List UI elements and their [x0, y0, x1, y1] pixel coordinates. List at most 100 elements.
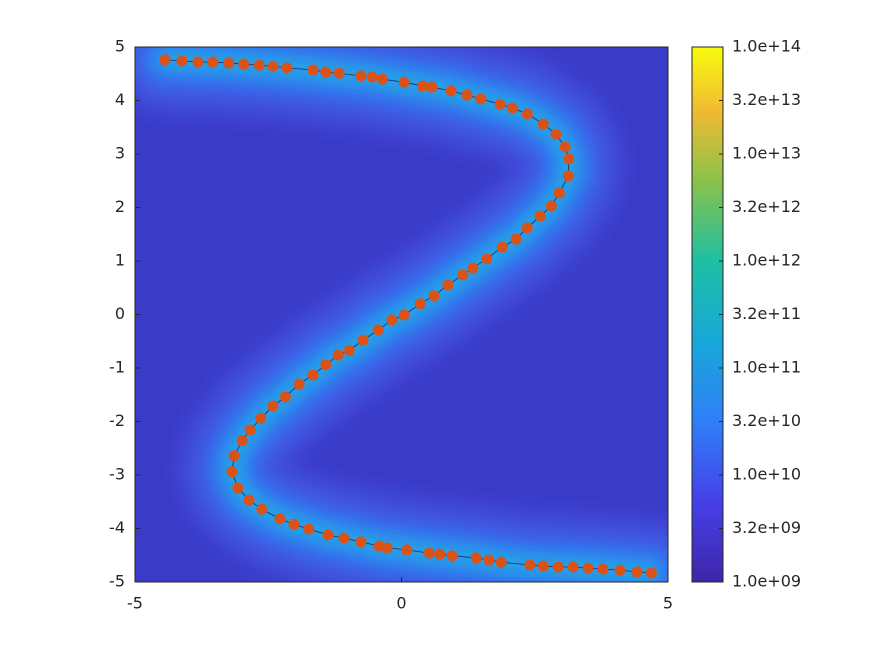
point: [332, 349, 344, 361]
point: [288, 518, 300, 530]
point: [631, 566, 643, 578]
point: [274, 513, 286, 525]
point: [176, 55, 188, 67]
point: [267, 400, 279, 412]
point: [256, 503, 268, 515]
point: [521, 108, 533, 120]
colorbar-tick-label: 3.2e+09: [732, 518, 801, 537]
point: [457, 269, 469, 281]
colorbar-tick-label: 3.2e+11: [732, 304, 801, 323]
point: [386, 314, 398, 326]
point: [338, 532, 350, 544]
x-tick-label: 5: [663, 594, 673, 613]
point: [550, 128, 562, 140]
point: [159, 54, 171, 66]
point: [232, 482, 244, 494]
point: [243, 494, 255, 506]
point: [545, 200, 557, 212]
point: [428, 290, 440, 302]
point: [645, 567, 657, 579]
point: [255, 412, 267, 424]
y-tick-label: 2: [115, 197, 125, 216]
point: [398, 76, 410, 88]
y-tick-label: -5: [109, 572, 125, 591]
point: [475, 93, 487, 105]
point: [423, 547, 435, 559]
point: [537, 118, 549, 130]
point: [483, 554, 495, 566]
point: [552, 561, 564, 573]
point: [534, 210, 546, 222]
point: [510, 233, 522, 245]
point: [226, 466, 238, 478]
point: [417, 80, 429, 92]
point: [366, 71, 378, 83]
point: [521, 222, 533, 234]
point: [442, 279, 454, 291]
point: [320, 66, 332, 78]
point: [238, 58, 250, 70]
point: [481, 253, 493, 265]
point: [495, 556, 507, 568]
point: [236, 435, 248, 447]
y-tick-label: 4: [115, 90, 125, 109]
point: [401, 544, 413, 556]
point: [207, 56, 219, 68]
colorbar-tick-label: 1.0e+14: [732, 37, 801, 56]
point: [192, 56, 204, 68]
point: [597, 563, 609, 575]
colorbar-tick-label: 1.0e+10: [732, 465, 801, 484]
colorbar: [691, 46, 724, 583]
point: [303, 523, 315, 535]
point: [434, 548, 446, 560]
y-tick-label: -1: [109, 358, 125, 377]
colorbar-tick-label: 1.0e+09: [732, 572, 801, 591]
point: [398, 309, 410, 321]
point: [467, 262, 479, 274]
y-tick-label: 1: [115, 251, 125, 270]
point: [614, 564, 626, 576]
x-tick-label: -5: [127, 594, 143, 613]
point: [355, 536, 367, 548]
y-tick-label: 0: [115, 304, 125, 323]
point: [253, 59, 265, 71]
point: [281, 62, 293, 74]
point: [320, 359, 332, 371]
colorbar-tick-label: 1.0e+13: [732, 144, 801, 163]
point: [376, 73, 388, 85]
point: [244, 424, 256, 436]
point: [563, 153, 575, 165]
point: [537, 560, 549, 572]
point: [355, 70, 367, 82]
point: [372, 324, 384, 336]
point: [582, 562, 594, 574]
point: [567, 561, 579, 573]
point: [506, 102, 518, 114]
colorbar-tick-label: 3.2e+12: [732, 197, 801, 216]
point: [381, 542, 393, 554]
colorbar-tick-label: 1.0e+12: [732, 251, 801, 270]
point: [307, 64, 319, 76]
point: [414, 298, 426, 310]
point: [559, 141, 571, 153]
point: [228, 450, 240, 462]
point: [322, 529, 334, 541]
point: [470, 552, 482, 564]
point: [333, 67, 345, 79]
point: [496, 241, 508, 253]
y-tick-label: -2: [109, 411, 125, 430]
point: [426, 81, 438, 93]
point: [524, 559, 536, 571]
point: [307, 369, 319, 381]
point: [562, 170, 574, 182]
y-tick-label: -3: [109, 465, 125, 484]
point: [446, 550, 458, 562]
point: [267, 60, 279, 72]
point: [445, 85, 457, 97]
point: [293, 378, 305, 390]
colorbar-tick-label: 3.2e+10: [732, 411, 801, 430]
point: [461, 89, 473, 101]
colorbar-tick-label: 1.0e+11: [732, 358, 801, 377]
point: [553, 187, 565, 199]
